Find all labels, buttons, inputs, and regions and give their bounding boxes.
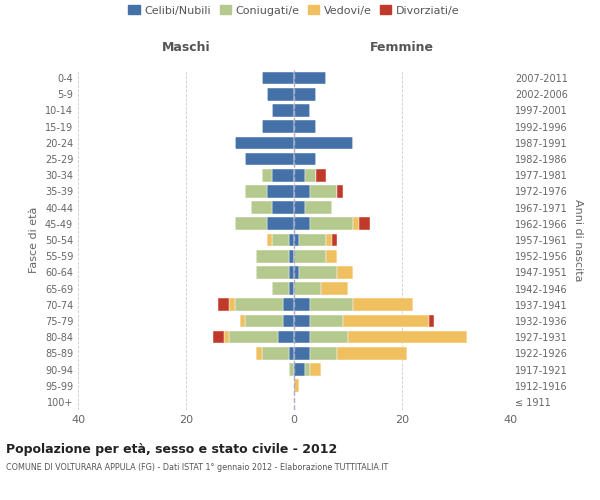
Bar [283, 298, 294, 311]
Bar [278, 331, 294, 344]
Bar [213, 331, 224, 344]
Bar [305, 363, 310, 376]
Bar [267, 218, 294, 230]
Bar [262, 120, 294, 133]
Y-axis label: Anni di nascita: Anni di nascita [573, 198, 583, 281]
Bar [235, 298, 283, 311]
Text: Popolazione per età, sesso e stato civile - 2012: Popolazione per età, sesso e stato civil… [6, 442, 337, 456]
Bar [251, 202, 272, 214]
Bar [240, 314, 245, 328]
Y-axis label: Fasce di età: Fasce di età [29, 207, 39, 273]
Bar [353, 298, 413, 311]
Bar [245, 152, 294, 166]
Bar [218, 298, 229, 311]
Bar [294, 152, 316, 166]
Bar [294, 218, 310, 230]
Bar [310, 185, 337, 198]
Bar [267, 234, 272, 246]
Bar [267, 185, 294, 198]
Bar [235, 218, 267, 230]
Bar [256, 250, 289, 262]
Text: Femmine: Femmine [370, 41, 434, 54]
Bar [256, 347, 262, 360]
Bar [310, 298, 353, 311]
Bar [283, 314, 294, 328]
Bar [272, 169, 294, 181]
Bar [289, 234, 294, 246]
Bar [326, 250, 337, 262]
Bar [294, 347, 310, 360]
Bar [316, 169, 326, 181]
Bar [294, 363, 305, 376]
Bar [326, 234, 332, 246]
Bar [321, 282, 348, 295]
Bar [294, 202, 305, 214]
Bar [359, 218, 370, 230]
Bar [272, 202, 294, 214]
Bar [294, 136, 353, 149]
Bar [262, 347, 289, 360]
Bar [272, 234, 289, 246]
Bar [229, 331, 278, 344]
Bar [294, 380, 299, 392]
Bar [294, 234, 299, 246]
Bar [294, 169, 305, 181]
Bar [289, 266, 294, 278]
Bar [337, 185, 343, 198]
Bar [299, 266, 337, 278]
Bar [289, 250, 294, 262]
Text: COMUNE DI VOLTURARA APPULA (FG) - Dati ISTAT 1° gennaio 2012 - Elaborazione TUTT: COMUNE DI VOLTURARA APPULA (FG) - Dati I… [6, 462, 388, 471]
Bar [343, 314, 429, 328]
Bar [429, 314, 434, 328]
Bar [332, 234, 337, 246]
Bar [272, 104, 294, 117]
Bar [289, 282, 294, 295]
Bar [337, 347, 407, 360]
Bar [348, 331, 467, 344]
Bar [256, 266, 289, 278]
Bar [272, 282, 289, 295]
Bar [289, 363, 294, 376]
Bar [294, 250, 326, 262]
Bar [245, 314, 283, 328]
Bar [353, 218, 359, 230]
Bar [294, 314, 310, 328]
Bar [337, 266, 353, 278]
Bar [289, 347, 294, 360]
Bar [310, 363, 321, 376]
Bar [294, 185, 310, 198]
Bar [262, 72, 294, 85]
Bar [235, 136, 294, 149]
Bar [245, 185, 267, 198]
Bar [310, 347, 337, 360]
Bar [310, 314, 343, 328]
Bar [262, 169, 272, 181]
Bar [310, 218, 353, 230]
Bar [229, 298, 235, 311]
Bar [294, 282, 321, 295]
Text: Maschi: Maschi [161, 41, 211, 54]
Bar [305, 202, 332, 214]
Bar [294, 298, 310, 311]
Bar [267, 88, 294, 101]
Bar [294, 88, 316, 101]
Bar [294, 266, 299, 278]
Legend: Celibi/Nubili, Coniugati/e, Vedovi/e, Divorziati/e: Celibi/Nubili, Coniugati/e, Vedovi/e, Di… [124, 1, 464, 20]
Bar [294, 104, 310, 117]
Bar [224, 331, 229, 344]
Bar [294, 331, 310, 344]
Bar [299, 234, 326, 246]
Bar [310, 331, 348, 344]
Bar [294, 72, 326, 85]
Bar [294, 120, 316, 133]
Bar [305, 169, 316, 181]
